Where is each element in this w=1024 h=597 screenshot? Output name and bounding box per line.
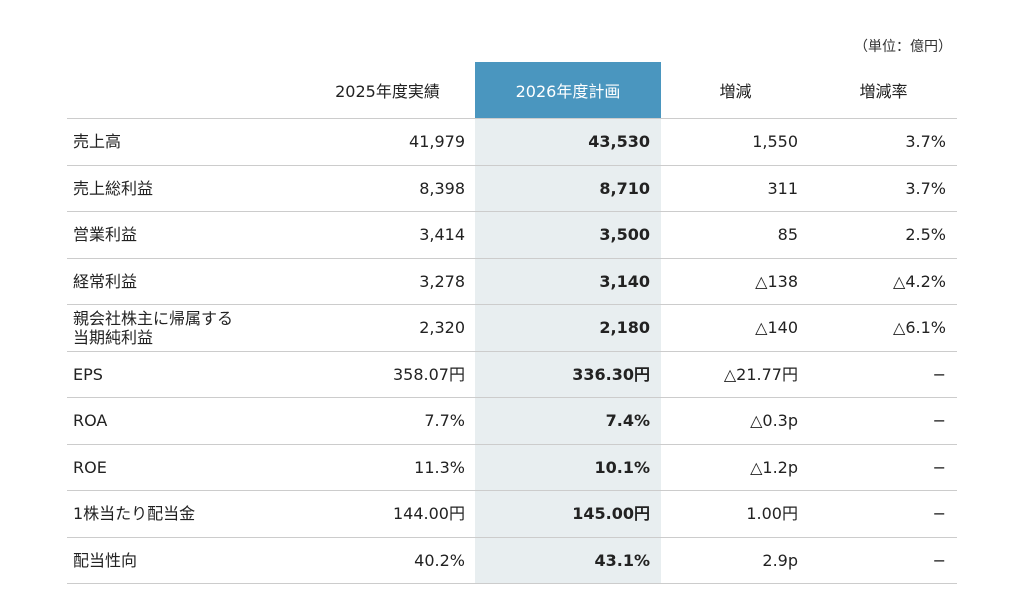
results-table: 2025年度実績 2026年度計画 増減 増減率 売上高 41,979 43,530 1,5…	[67, 62, 957, 584]
cell: 3,500	[475, 211, 661, 259]
cell: 1,550	[661, 118, 810, 166]
cell: 11.3%	[300, 444, 475, 491]
table-row: 配当性向 40.2% 43.1% 2.9p −	[67, 537, 957, 584]
table-row: EPS 358.07円 336.30円 △21.77円 −	[67, 351, 957, 398]
table-row: ROA 7.7% 7.4% △0.3p −	[67, 397, 957, 445]
cell: 2,320	[300, 304, 475, 352]
row-label: 配当性向	[67, 537, 300, 584]
cell: 10.1%	[475, 444, 661, 491]
row-label: ROE	[67, 444, 300, 491]
cell: 2,180	[475, 304, 661, 352]
cell: 41,979	[300, 118, 475, 166]
cell: 2.9p	[661, 537, 810, 584]
cell: 40.2%	[300, 537, 475, 584]
cell: −	[810, 351, 957, 398]
row-label: 親会社株主に帰属する 当期純利益	[67, 304, 300, 352]
cell: △140	[661, 304, 810, 352]
table-row: ROE 11.3% 10.1% △1.2p −	[67, 444, 957, 491]
cell: −	[810, 537, 957, 584]
cell: △1.2p	[661, 444, 810, 491]
table-body: 売上高 41,979 43,530 1,550 3.7% 売上総利益 8,398 8,710 3…	[67, 118, 957, 584]
cell: 311	[661, 165, 810, 212]
cell: 7.4%	[475, 397, 661, 445]
cell: △4.2%	[810, 258, 957, 305]
row-label: 経常利益	[67, 258, 300, 305]
cell: −	[810, 444, 957, 491]
column-header: 2026年度計画	[475, 62, 661, 119]
table-row: 営業利益 3,414 3,500 85 2.5%	[67, 211, 957, 259]
cell: 8,710	[475, 165, 661, 212]
row-label: 売上総利益	[67, 165, 300, 212]
row-label: ROA	[67, 397, 300, 445]
column-header: 増減率	[810, 62, 957, 119]
cell: 43,530	[475, 118, 661, 166]
header-row: 2025年度実績 2026年度計画 増減 増減率	[67, 62, 957, 119]
cell: 7.7%	[300, 397, 475, 445]
column-header: 増減	[661, 62, 810, 119]
cell: △0.3p	[661, 397, 810, 445]
table-row: 経常利益 3,278 3,140 △138 △4.2%	[67, 258, 957, 305]
cell: △138	[661, 258, 810, 305]
cell: △21.77円	[661, 351, 810, 398]
cell: 3,414	[300, 211, 475, 259]
row-label: EPS	[67, 351, 300, 398]
cell: 3.7%	[810, 118, 957, 166]
cell: −	[810, 490, 957, 538]
cell: 3,140	[475, 258, 661, 305]
unit-note: （単位：億円）	[854, 39, 952, 55]
cell: 8,398	[300, 165, 475, 212]
cell: △6.1%	[810, 304, 957, 352]
cell: −	[810, 397, 957, 445]
cell: 85	[661, 211, 810, 259]
cell: 43.1%	[475, 537, 661, 584]
row-label: 1株当たり配当金	[67, 490, 300, 538]
cell: 3.7%	[810, 165, 957, 212]
column-header: 2025年度実績	[300, 62, 475, 119]
cell: 144.00円	[300, 490, 475, 538]
table-row: 売上総利益 8,398 8,710 311 3.7%	[67, 165, 957, 212]
row-label: 営業利益	[67, 211, 300, 259]
cell: 358.07円	[300, 351, 475, 398]
cell: 336.30円	[475, 351, 661, 398]
cell: 1.00円	[661, 490, 810, 538]
cell: 2.5%	[810, 211, 957, 259]
row-label: 売上高	[67, 118, 300, 166]
cell: 3,278	[300, 258, 475, 305]
table-row: 売上高 41,979 43,530 1,550 3.7%	[67, 118, 957, 166]
corner	[67, 62, 300, 119]
cell: 145.00円	[475, 490, 661, 538]
table-row: 1株当たり配当金 144.00円 145.00円 1.00円 −	[67, 490, 957, 538]
table-row: 親会社株主に帰属する 当期純利益 2,320 2,180 △140 △6.1%	[67, 304, 957, 352]
